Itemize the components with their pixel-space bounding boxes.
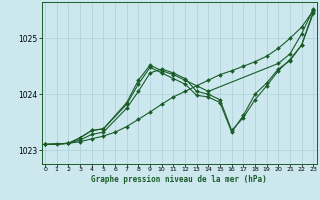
X-axis label: Graphe pression niveau de la mer (hPa): Graphe pression niveau de la mer (hPa) [91, 175, 267, 184]
